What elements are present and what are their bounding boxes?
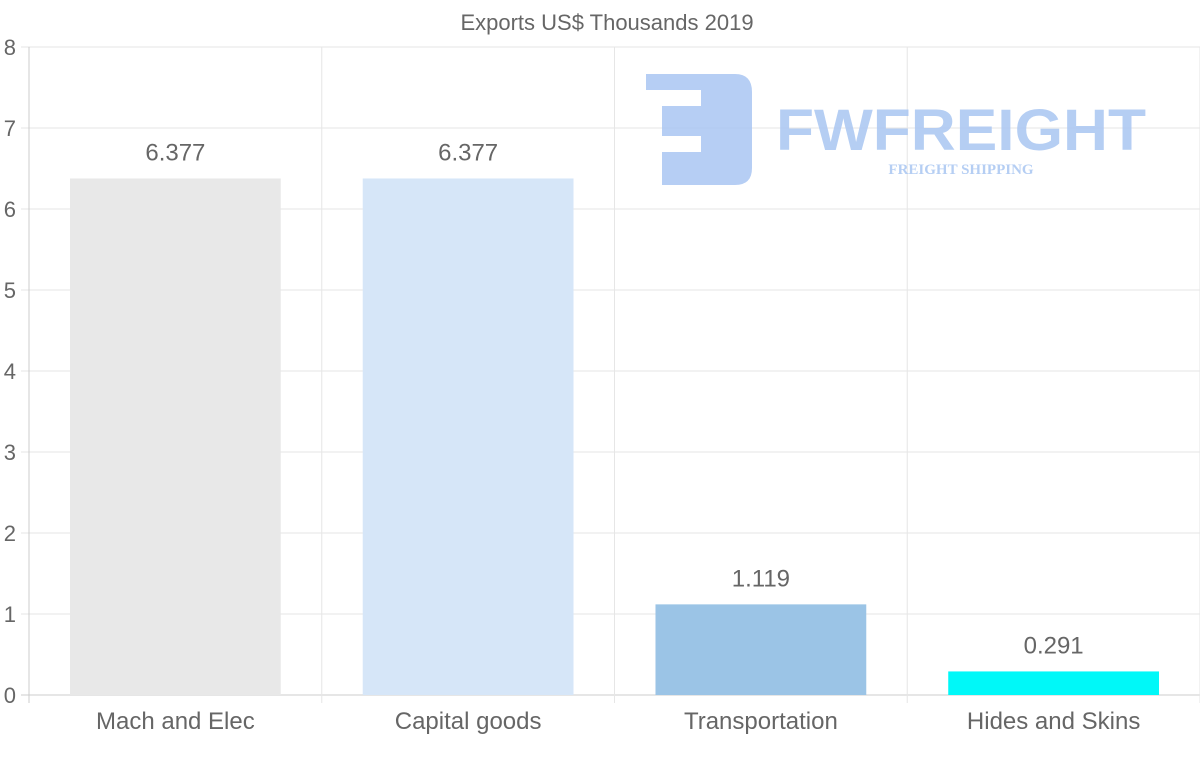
bar-transportation	[655, 604, 867, 695]
chart-title: Exports US$ Thousands 2019	[460, 10, 753, 35]
x-tick-label: Transportation	[684, 708, 838, 735]
labels: 0 1 2 3 4 5 6 7 8 6.377 Mach and Elec 6.377 Capital …	[4, 35, 1141, 735]
bar-mach-and-elec	[69, 178, 281, 695]
y-tick-label: 7	[4, 116, 16, 141]
logo-brand-text: FWFREIGHT	[776, 98, 1146, 163]
logo-tagline-text: FREIGHT SHIPPING	[888, 162, 1033, 178]
y-tick-label: 2	[4, 521, 16, 546]
y-tick-label: 5	[4, 278, 16, 303]
y-tick-label: 0	[4, 683, 16, 708]
y-tick-label: 3	[4, 440, 16, 465]
bar-hides-and-skins	[948, 671, 1160, 695]
y-tick-label: 1	[4, 602, 16, 627]
y-tick-label: 4	[4, 359, 16, 384]
bar-capital-goods	[362, 178, 574, 695]
logo-mark-icon	[646, 74, 752, 185]
data-label: 0.291	[1024, 632, 1084, 659]
x-tick-label: Hides and Skins	[967, 708, 1140, 735]
x-tick-label: Capital goods	[395, 708, 542, 735]
fwfreight-logo-watermark: FWFREIGHT FREIGHT SHIPPING	[646, 74, 1146, 185]
bars	[69, 178, 1160, 695]
data-label: 1.119	[732, 565, 790, 592]
data-label: 6.377	[145, 139, 205, 166]
y-tick-label: 6	[4, 197, 16, 222]
x-tick-label: Mach and Elec	[96, 708, 255, 735]
data-label: 6.377	[438, 139, 498, 166]
y-tick-label: 8	[4, 35, 16, 60]
